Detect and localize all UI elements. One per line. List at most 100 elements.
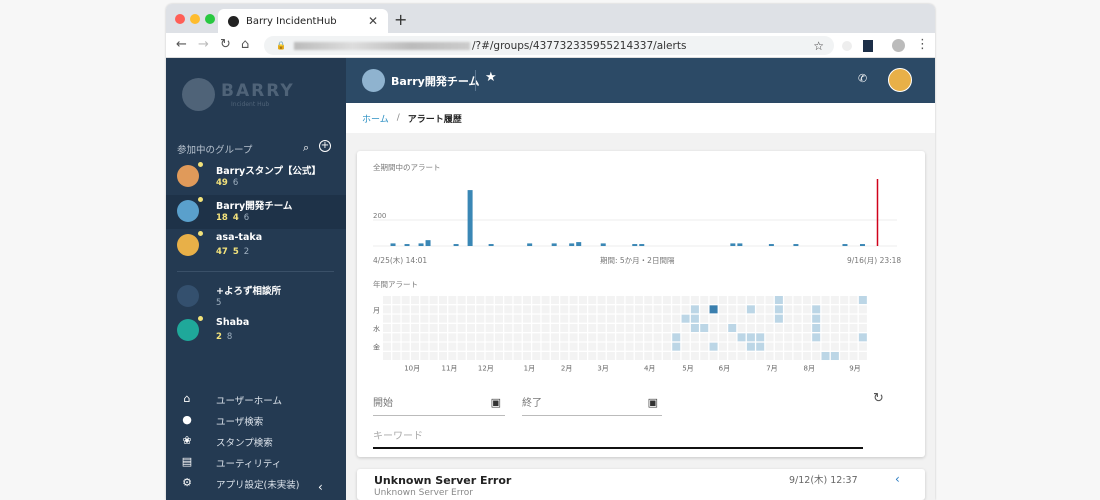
heatmap-cell: [485, 342, 494, 351]
refresh-icon[interactable]: ↻: [873, 391, 884, 406]
close-tab-icon[interactable]: ✕: [367, 14, 378, 28]
heatmap-cell: [392, 314, 401, 323]
heatmap-cell: [522, 314, 531, 323]
unread-dot: [198, 162, 203, 167]
extension-react-icon[interactable]: [863, 40, 873, 52]
heatmap-cell: [485, 333, 494, 342]
member-count: 5: [216, 298, 222, 308]
sidebar-menu-item[interactable]: ▤ ユーティリティ: [181, 455, 282, 470]
heatmap-cell: [541, 333, 550, 342]
heatmap-cell: [541, 305, 550, 314]
heatmap-cell: [690, 351, 699, 361]
search-icon[interactable]: ⌕: [303, 141, 310, 154]
calendar-icon[interactable]: ▣: [490, 396, 501, 409]
heatmap-cell: [448, 342, 457, 351]
person-icon: ●: [182, 413, 192, 426]
heatmap-cell: [709, 314, 718, 323]
forward-icon[interactable]: →: [198, 37, 209, 52]
heatmap-cell: [858, 333, 867, 342]
heatmap-cell: [569, 314, 578, 323]
heatmap-cell: [830, 296, 839, 305]
bookmark-star-icon[interactable]: ☆: [813, 38, 824, 53]
back-icon[interactable]: ←: [176, 37, 187, 52]
reload-icon[interactable]: ↻: [220, 37, 231, 52]
heatmap-cell: [401, 296, 410, 305]
heatmap-cell: [560, 305, 569, 314]
browser-tab[interactable]: Barry IncidentHub ✕: [218, 9, 388, 33]
heatmap-cell: [494, 323, 503, 333]
heatmap-cell: [476, 314, 485, 323]
heatmap-cell: [588, 305, 597, 314]
expand-chevron-icon[interactable]: ‹: [895, 472, 900, 486]
sidebar-menu-item[interactable]: ⚙ アプリ設定(未実装): [166, 474, 346, 494]
heatmap-cell: [634, 323, 643, 333]
breadcrumb-home-link[interactable]: ホーム: [362, 114, 389, 125]
collapse-sidebar-icon[interactable]: ‹: [318, 480, 323, 494]
phone-icon[interactable]: ✆: [858, 72, 868, 85]
start-date-field[interactable]: 開始 ▣: [373, 394, 505, 416]
heatmap-cell: [765, 323, 774, 333]
home-icon[interactable]: ⌂: [241, 37, 250, 52]
heatmap-cell: [849, 314, 858, 323]
sidebar-group-item[interactable]: Barry開発チーム 18 4 6: [166, 195, 346, 229]
heatmap-cell: [560, 351, 569, 361]
heatmap-cell: [746, 305, 755, 314]
heatmap-cell: [597, 323, 606, 333]
heatmap-cell: [774, 314, 783, 323]
heatmap-cell: [578, 333, 587, 342]
heatmap-cell: [541, 342, 550, 351]
heatmap-cell: [597, 351, 606, 361]
heatmap-cell: [448, 296, 457, 305]
heatmap-cell: [438, 342, 448, 351]
home-icon: ⌂: [183, 392, 191, 405]
heatmap-cell: [616, 305, 625, 314]
heatmap-cell: [560, 296, 569, 305]
calendar-icon[interactable]: ▣: [647, 396, 658, 409]
heatmap-cell: [476, 323, 485, 333]
sidebar-menu-item[interactable]: ● ユーザ検索: [166, 411, 346, 431]
sidebar-group-item[interactable]: +よろず相談所 5: [166, 280, 346, 314]
heatmap-cell: [830, 351, 839, 361]
heatmap-month-label: 7月: [766, 364, 777, 372]
end-date-field[interactable]: 終了 ▣: [522, 394, 662, 416]
heatmap-cell: [429, 305, 438, 314]
heatmap-cell: [709, 333, 718, 342]
sidebar-group-item[interactable]: asa-taka 47 5 2: [166, 229, 346, 263]
heatmap-cell: [457, 314, 466, 323]
heatmap-month-label: 11月: [442, 364, 458, 372]
heatmap-cell: [420, 296, 429, 305]
extension-icon[interactable]: [842, 41, 852, 51]
sidebar-menu-item[interactable]: ❀ スタンプ検索: [166, 432, 346, 452]
new-tab-button[interactable]: +: [394, 10, 408, 29]
heatmap-cell: [849, 305, 858, 314]
bar: [793, 244, 799, 246]
menu-kebab-icon[interactable]: ⋮: [916, 37, 929, 52]
sidebar-menu-item[interactable]: ⌂ ユーザーホーム: [166, 390, 346, 410]
maximize-window-button[interactable]: [205, 14, 215, 24]
alert-item[interactable]: Unknown Server Error 9/12(木) 12:37 ‹ Unk…: [357, 469, 925, 500]
member-count: 8: [226, 332, 233, 342]
sidebar-group-item[interactable]: Barryスタンプ【公式】 49 6: [166, 160, 346, 194]
heatmap-cell: [476, 351, 485, 361]
heatmap-cell: [849, 296, 858, 305]
url-input[interactable]: 🔒 /?#/groups/437732335955214337/alerts ☆: [264, 36, 834, 55]
keyword-input[interactable]: キーワード: [373, 427, 863, 449]
bar: [453, 244, 459, 246]
close-window-button[interactable]: [175, 14, 185, 24]
heatmap-cell: [784, 351, 793, 361]
group-name: Shaba: [216, 317, 250, 328]
add-group-icon[interactable]: +: [319, 140, 331, 152]
heatmap-cell: [560, 342, 569, 351]
heatmap-cell: [532, 296, 541, 305]
minimize-window-button[interactable]: [190, 14, 200, 24]
favorite-star-icon[interactable]: ★: [485, 70, 497, 85]
member-count: 6: [243, 213, 250, 223]
heatmap-cell: [457, 342, 466, 351]
profile-icon[interactable]: [892, 39, 905, 52]
user-avatar[interactable]: [888, 68, 912, 92]
heatmap-cell: [681, 342, 690, 351]
heatmap-cell: [606, 296, 615, 305]
heatmap-cell: [401, 323, 410, 333]
heatmap-cell: [429, 323, 438, 333]
